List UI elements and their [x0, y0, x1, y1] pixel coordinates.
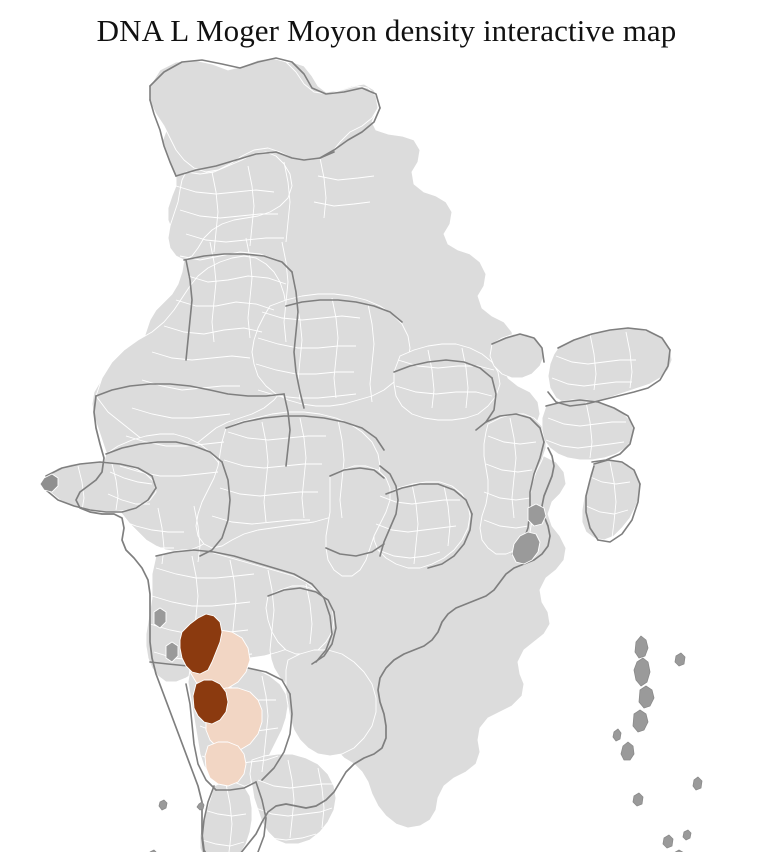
highlighted-district-north: [179, 613, 223, 675]
highlighted-district-south: [192, 679, 229, 725]
state-borders: [45, 57, 671, 852]
page-title: DNA L Moger Moyon density interactive ma…: [96, 13, 677, 48]
coastline: [75, 395, 555, 852]
map-container[interactable]: [0, 56, 773, 852]
highlighted-districts-dark[interactable]: [179, 613, 229, 725]
shaded-district-coastal: [204, 741, 247, 787]
india-choropleth-map[interactable]: [0, 56, 773, 852]
coastal-notch: [153, 607, 179, 663]
district-borders: [77, 157, 636, 852]
sundarbans-patch: [511, 503, 547, 565]
kutch-tip: [39, 473, 59, 493]
andaman-nicobar-islands: [149, 635, 703, 852]
